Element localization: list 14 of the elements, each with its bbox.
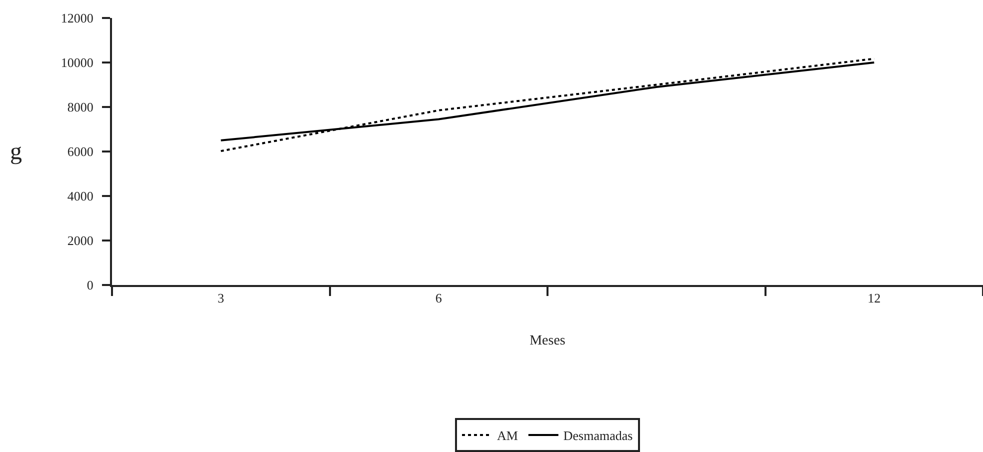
x-tick-label: 12 (868, 290, 881, 306)
y-tick-label: 8000 (67, 100, 94, 115)
x-axis-title: Meses (530, 333, 566, 348)
y-tick-label: 10000 (60, 55, 94, 70)
x-tick-label: 3 (218, 290, 224, 306)
x-tick-label: 6 (435, 290, 442, 306)
y-tick-label: 0 (86, 278, 94, 293)
y-tick-label: 4000 (67, 188, 94, 204)
legend-label: AM (497, 428, 518, 444)
y-axis-title: g (10, 139, 22, 165)
legend-label: Desmamadas (563, 428, 633, 444)
y-tick-label: 2000 (67, 233, 94, 248)
y-tick-label: 6000 (67, 144, 94, 160)
y-tick-label: 12000 (60, 10, 94, 26)
